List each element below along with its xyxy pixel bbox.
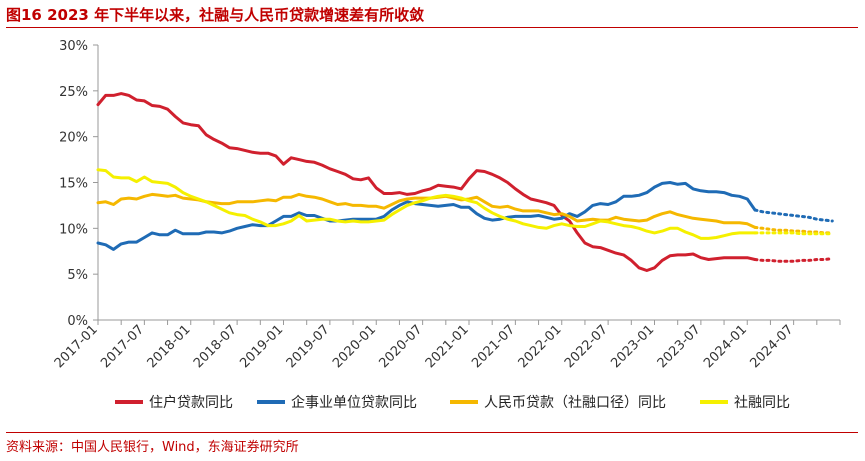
x-tick-label: 2017-07	[98, 322, 147, 371]
legend: 住户贷款同比 企事业单位贷款同比 人民币贷款（社融口径）同比 社融同比	[115, 394, 790, 411]
y-tick-label: 25%	[59, 85, 88, 100]
y-tick-label: 10%	[59, 222, 88, 237]
series-line	[96, 92, 757, 272]
x-tick-label: 2020-01	[330, 322, 379, 371]
series-line	[96, 168, 757, 240]
y-axis: 0% 5% 10% 15% 20% 25% 30%	[59, 39, 99, 329]
series-line	[96, 181, 757, 251]
x-tick-label: 2021-01	[423, 322, 472, 371]
series-forecast-line	[753, 225, 834, 235]
source-note: 资料来源：中国人民银行，Wind，东海证券研究所	[6, 440, 299, 455]
x-tick-label: 2024-01	[701, 322, 750, 371]
series-forecast-line	[753, 257, 834, 263]
x-tick-label: 2018-07	[191, 322, 240, 371]
x-tick-label: 2023-01	[608, 322, 657, 371]
x-tick-label: 2019-07	[284, 322, 333, 371]
x-tick-label: 2024-07	[747, 322, 796, 371]
source-divider	[6, 432, 858, 433]
y-tick-label: 20%	[59, 131, 88, 146]
x-axis: 2017-012017-072018-012018-072019-012019-…	[52, 319, 841, 371]
x-tick-label: 2022-07	[562, 322, 611, 371]
x-tick-label: 2018-01	[145, 322, 194, 371]
x-tick-label: 2022-01	[516, 322, 565, 371]
legend-label: 住户贷款同比	[149, 394, 233, 411]
series-layer	[96, 92, 834, 272]
line-chart: 0%5%10%15%20%25%30% 2017-012017-072018-0…	[52, 39, 841, 411]
legend-label: 人民币贷款（社融口径）同比	[484, 395, 666, 411]
y-tick-label: 0%	[67, 314, 88, 329]
y-tick-label: 30%	[59, 39, 88, 54]
y-tick-label: 5%	[67, 268, 88, 283]
x-tick-label: 2017-01	[52, 322, 101, 371]
figure-title: 图16 2023 年下半年以来，社融与人民币贷款增速差有所收敛	[6, 6, 425, 24]
y-tick-label: 15%	[59, 177, 88, 192]
x-tick-label: 2021-07	[469, 322, 518, 371]
title-divider	[6, 27, 858, 28]
x-tick-label: 2019-01	[237, 322, 286, 371]
series-forecast-line	[753, 208, 834, 223]
legend-label: 社融同比	[734, 395, 790, 411]
x-tick-label: 2020-07	[376, 322, 425, 371]
legend-label: 企事业单位贷款同比	[291, 394, 417, 411]
x-tick-label: 2023-07	[655, 322, 704, 371]
series-forecast-line	[753, 231, 834, 236]
